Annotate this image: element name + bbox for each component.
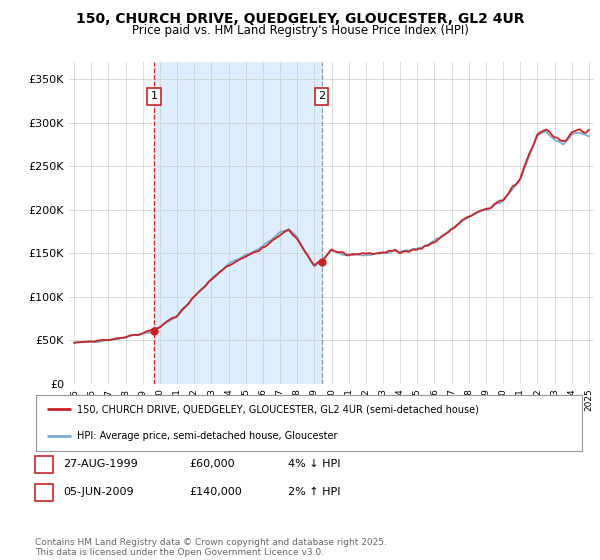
Text: 150, CHURCH DRIVE, QUEDGELEY, GLOUCESTER, GL2 4UR (semi-detached house): 150, CHURCH DRIVE, QUEDGELEY, GLOUCESTER… [77,404,479,414]
Text: 1: 1 [40,459,47,469]
Text: HPI: Average price, semi-detached house, Gloucester: HPI: Average price, semi-detached house,… [77,431,337,441]
Bar [154,62,322,384]
Text: 2% ↑ HPI: 2% ↑ HPI [288,487,341,497]
Text: Contains HM Land Registry data © Crown copyright and database right 2025.
This d: Contains HM Land Registry data © Crown c… [35,538,386,557]
Text: 27-AUG-1999: 27-AUG-1999 [63,459,138,469]
Text: £60,000: £60,000 [189,459,235,469]
Text: 05-JUN-2009: 05-JUN-2009 [63,487,134,497]
Text: Price paid vs. HM Land Registry's House Price Index (HPI): Price paid vs. HM Land Registry's House … [131,24,469,37]
Text: 150, CHURCH DRIVE, QUEDGELEY, GLOUCESTER, GL2 4UR: 150, CHURCH DRIVE, QUEDGELEY, GLOUCESTER… [76,12,524,26]
Text: 4% ↓ HPI: 4% ↓ HPI [288,459,341,469]
Text: 1: 1 [151,91,157,101]
Text: £140,000: £140,000 [189,487,242,497]
Text: 2: 2 [318,91,325,101]
Text: 2: 2 [40,487,47,497]
